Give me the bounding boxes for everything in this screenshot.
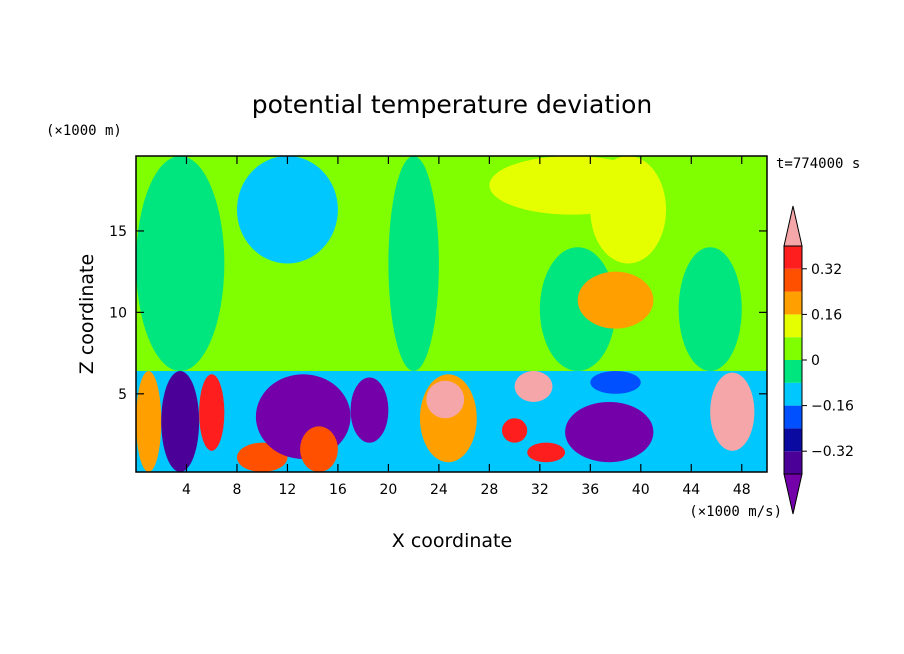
contour-field [136,156,767,472]
y-axis: 5 10 15 [109,224,767,403]
x-tick-label: 8 [232,482,241,498]
plot-frame [135,155,768,473]
y-unit-label: (×1000 m) [46,123,122,139]
colorbar-swatch [783,473,803,515]
contour-region-12 [199,374,225,451]
x-tick-label: 48 [733,482,751,498]
contour-region-23 [590,371,641,394]
colorbar-swatch [784,382,802,406]
colorbar-swatch [784,405,802,429]
contour-region-15 [300,426,338,472]
contour-region-10 [136,371,162,472]
chart-title: potential temperature deviation [252,90,652,119]
colorbar-swatch [784,337,802,360]
colorbar-tick-label: 0.16 [811,307,842,323]
x-axis: 4 8 12 16 20 24 28 32 36 40 44 48 [182,156,751,498]
x-tick-label: 20 [379,482,397,498]
contour-region-24 [710,372,755,451]
colorbar-tick-label: −0.32 [811,444,854,460]
colorbar: 0.32 0.16 0 −0.16 −0.32 [783,205,854,515]
colorbar-swatch [784,268,802,292]
x-tick-label: 4 [182,482,191,498]
contour-region-5 [678,247,742,372]
x-tick-label: 32 [531,482,549,498]
contour-region-21 [565,401,654,463]
x-unit-label: (×1000 m/s) [689,504,782,520]
colorbar-tick-label: −0.16 [811,399,854,415]
colorbar-swatch [784,360,802,383]
contour-region-8 [577,271,654,329]
contour-region-0 [136,156,767,372]
x-tick-label: 36 [581,482,599,498]
contour-region-1 [136,156,225,372]
contour-region-18 [426,380,465,419]
contour-region-22 [514,371,553,402]
x-tick-label: 44 [682,482,700,498]
contour-region-11 [161,371,200,472]
contour-region-3 [388,156,439,372]
colorbar-swatch [784,428,802,452]
colorbar-swatch [784,451,802,474]
y-tick-label: 15 [109,224,127,240]
contour-region-19 [501,418,528,443]
colorbar-swatch [784,291,802,315]
contour-region-7 [590,156,667,264]
x-axis-title: X coordinate [392,530,512,552]
x-tick-label: 40 [632,482,650,498]
time-label: t=774000 s [776,156,860,172]
y-tick-label: 10 [109,305,127,321]
colorbar-tick-label: 0.32 [811,262,842,278]
contour-region-20 [527,442,566,463]
x-tick-label: 24 [430,482,448,498]
y-tick-label: 5 [118,387,127,403]
x-tick-label: 16 [329,482,347,498]
x-tick-label: 28 [480,482,498,498]
contour-region-16 [350,377,389,443]
colorbar-tick-label: 0 [811,353,820,369]
colorbar-swatch [784,314,802,338]
contour-region-2 [236,156,338,264]
x-tick-label: 12 [279,482,297,498]
colorbar-swatch [784,246,802,269]
colorbar-swatch [783,205,803,247]
y-axis-title: Z coordinate [76,254,98,374]
